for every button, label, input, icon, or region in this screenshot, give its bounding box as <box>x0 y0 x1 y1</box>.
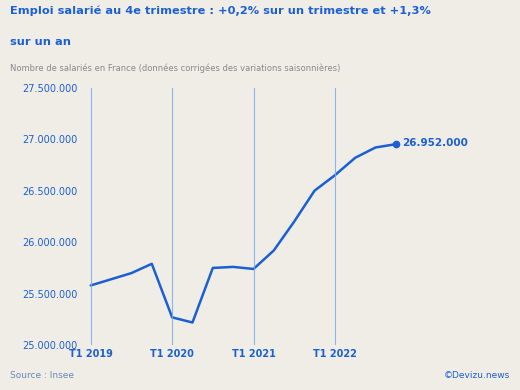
Text: ©Devizu.news: ©Devizu.news <box>444 371 510 380</box>
Text: Source : Insee: Source : Insee <box>10 371 74 380</box>
Text: sur un an: sur un an <box>10 37 71 47</box>
Text: Emploi salarié au 4e trimestre : +0,2% sur un trimestre et +1,3%: Emploi salarié au 4e trimestre : +0,2% s… <box>10 6 431 16</box>
Text: Nombre de salariés en France (données corrigées des variations saisonnières): Nombre de salariés en France (données co… <box>10 63 341 73</box>
Text: 26.952.000: 26.952.000 <box>402 138 468 148</box>
